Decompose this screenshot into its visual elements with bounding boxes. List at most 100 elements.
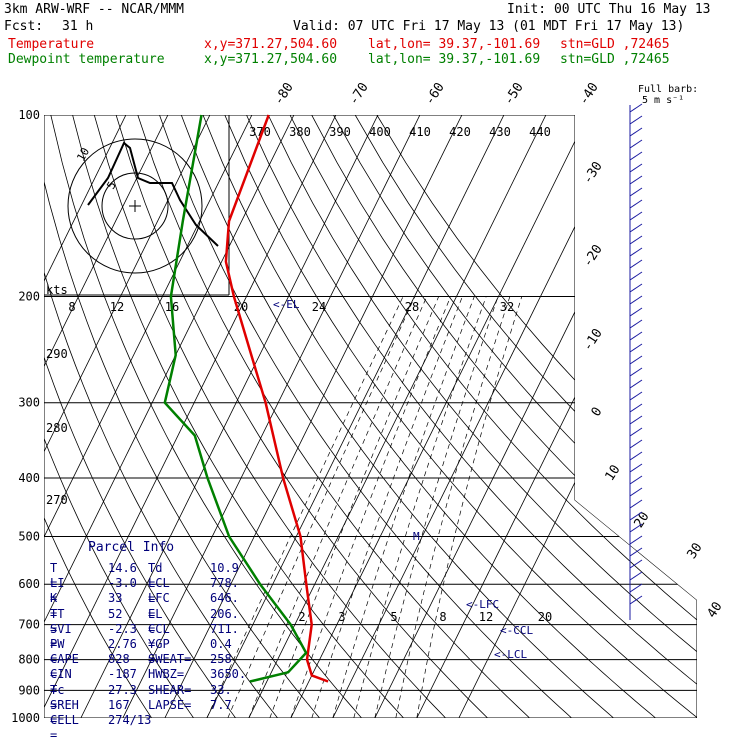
wind-barb <box>630 416 642 424</box>
wind-barb <box>630 380 642 388</box>
valid-time: Valid: 07 UTC Fri 17 May 13 (01 MDT Fri … <box>293 19 684 34</box>
wind-barb <box>630 548 642 556</box>
theta-side-label: 280 <box>46 421 68 435</box>
legend-temperature: Temperature <box>8 37 94 52</box>
dry-adiabat <box>334 115 740 718</box>
isotherm-label: -60 <box>422 80 447 108</box>
wind-barb <box>630 320 642 328</box>
level-marker: <-CCL <box>500 624 533 637</box>
wind-barb <box>630 104 642 112</box>
parcel-cell: 167 <box>108 698 130 713</box>
isotherm-line <box>417 115 714 718</box>
wind-barb <box>630 212 642 220</box>
hodograph-ring-label: 28 <box>405 300 419 314</box>
wind-barb <box>630 308 642 316</box>
mixing-ratio-label: 8 <box>439 610 446 624</box>
wind-barb <box>630 224 642 232</box>
parcel-cell: 7.7 <box>210 698 232 713</box>
parcel-cell: 778. <box>210 576 239 591</box>
pressure-tick-label: 700 <box>18 618 40 632</box>
parcel-cell: 10.9 <box>210 561 239 576</box>
isotherm-label: 20 <box>632 509 653 530</box>
parcel-cell: -3.0 <box>108 576 137 591</box>
mixing-ratio-label: 5 <box>390 610 397 624</box>
parcel-cell: 33 <box>108 591 122 606</box>
mixing-ratio-label: 3 <box>338 610 345 624</box>
parcel-cell: 14.6 <box>108 561 137 576</box>
parcel-cell: 33. <box>210 683 232 698</box>
wind-barb <box>630 200 642 208</box>
wind-barb <box>630 344 642 352</box>
isotherm-label: -20 <box>580 242 605 270</box>
parcel-cell: 3650. <box>210 667 246 682</box>
theta-label: 380 <box>289 125 311 139</box>
pressure-tick-label: 800 <box>18 653 40 667</box>
wind-barb <box>630 536 642 544</box>
wind-barb <box>630 272 642 280</box>
parcel-cell: SWEAT= <box>148 652 191 667</box>
wind-barb <box>630 296 642 304</box>
wind-barb <box>630 236 642 244</box>
wind-barb <box>630 368 642 376</box>
dew-xy: x,y=371.27,504.60 <box>204 52 337 67</box>
legend-dewpoint: Dewpoint temperature <box>8 52 165 67</box>
pressure-tick-label: 300 <box>18 396 40 410</box>
hodograph-unit-label: kts <box>46 283 68 297</box>
isotherm-label: -40 <box>576 80 601 108</box>
parcel-cell: 52 <box>108 607 122 622</box>
isotherm-label: 30 <box>685 540 706 561</box>
wind-barb <box>630 500 642 508</box>
isotherm-label: -50 <box>501 80 526 108</box>
theta-label: 430 <box>489 125 511 139</box>
level-marker: <-LFC <box>466 598 499 611</box>
theta-label: 440 <box>529 125 551 139</box>
wind-barb <box>630 260 642 268</box>
hodograph-ring-label: 12 <box>110 300 124 314</box>
isotherm-label: 40 <box>705 599 726 620</box>
wind-barb <box>630 428 642 436</box>
mixing-ratio-label: 2 <box>298 610 305 624</box>
dry-adiabat <box>29 115 320 718</box>
wind-barbs <box>630 104 642 620</box>
wind-barb <box>630 332 642 340</box>
wind-barb <box>630 284 642 292</box>
model-title: 3km ARW-WRF -- NCAR/MMM <box>4 2 184 17</box>
parcel-cell: -187 <box>108 667 137 682</box>
pressure-tick-label: 400 <box>18 471 40 485</box>
sounding-traces <box>165 115 328 682</box>
parcel-cell: 711. <box>210 622 239 637</box>
dew-latlon: lat,lon= 39.37,-101.69 <box>368 52 540 67</box>
theta-label: 400 <box>369 125 391 139</box>
temp-station: stn=GLD ,72465 <box>560 37 670 52</box>
pressure-tick-label: 1000 <box>11 711 40 725</box>
parcel-cell: 0.4 <box>210 637 232 652</box>
parcel-cell: -2.3 <box>108 622 137 637</box>
barb-legend-1: Full barb: <box>638 84 698 95</box>
dry-adiabat <box>247 115 740 718</box>
moist-adiabat <box>249 297 427 719</box>
dry-adiabat <box>355 115 740 718</box>
dew-station: stn=GLD ,72465 <box>560 52 670 67</box>
moist-adiabat <box>396 297 510 719</box>
forecast-label: Fcst: <box>4 19 43 34</box>
temp-xy: x,y=371.27,504.60 <box>204 37 337 52</box>
forecast-hour: 31 h <box>62 19 93 34</box>
temp-latlon: lat,lon= 39.37,-101.69 <box>368 37 540 52</box>
theta-side-label: 290 <box>46 347 68 361</box>
wind-barb <box>630 464 642 472</box>
wind-barb <box>630 488 642 496</box>
wind-barb <box>630 128 642 136</box>
parcel-cell: 2.76 <box>108 637 137 652</box>
wind-barb <box>630 404 642 412</box>
hodograph-ring-label: 32 <box>500 300 514 314</box>
wind-barb <box>630 116 642 124</box>
wind-barb <box>630 176 642 184</box>
wind-barb <box>630 152 642 160</box>
pressure-tick-label: 500 <box>18 529 40 543</box>
wind-barb <box>630 164 642 172</box>
barb-legend-2: 5 m s⁻¹ <box>642 95 684 106</box>
pressure-tick-label: 600 <box>18 577 40 591</box>
parcel-cell: 828 <box>108 652 130 667</box>
wind-barb <box>630 476 642 484</box>
